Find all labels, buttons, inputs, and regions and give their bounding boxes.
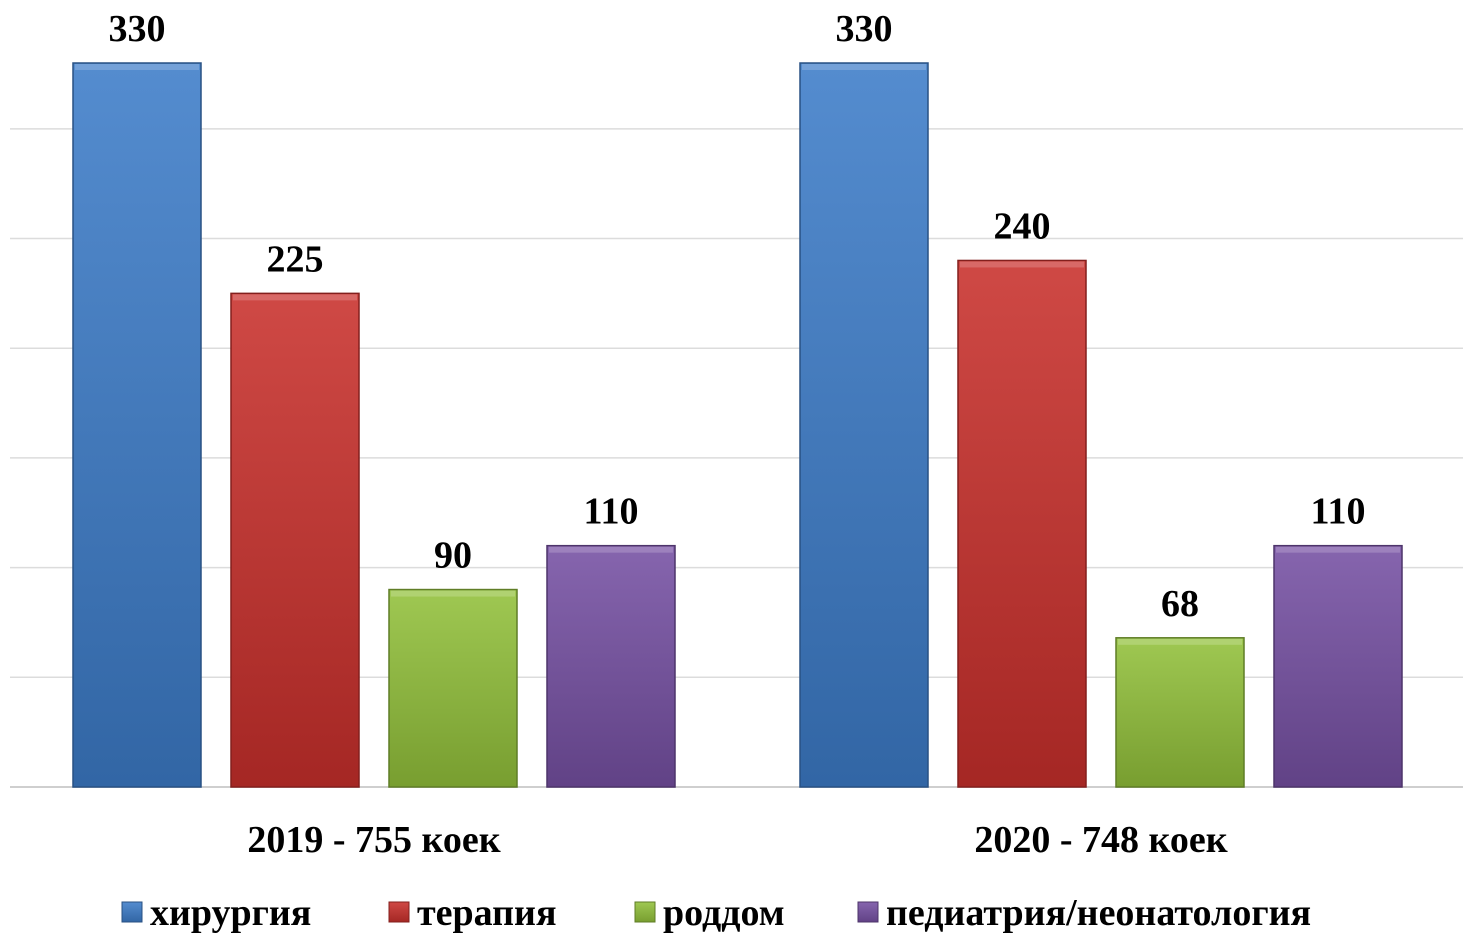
data-label-хирургия-1: 330 (109, 8, 166, 50)
bar-терапия-2 (957, 259, 1087, 788)
data-label-терапия-2: 240 (994, 205, 1051, 247)
legend-item-педиатрия-неонатология: педиатрия/неонатология (857, 892, 1311, 934)
data-label-терапия-1: 225 (267, 238, 324, 280)
data-label-роддом-1: 90 (434, 535, 472, 577)
category-label: 2020 - 748 коек (974, 819, 1227, 861)
legend-item-роддом: роддом (634, 892, 785, 934)
bar-хирургия-1 (72, 62, 202, 788)
data-label-роддом-2: 68 (1161, 583, 1199, 625)
bar-педиатрия-неонатология-1 (546, 544, 676, 788)
legend-label: педиатрия/неонатология (886, 892, 1311, 934)
bar-highlight (1276, 546, 1400, 553)
data-label-педиатрия-неонатология-1: 110 (584, 491, 639, 533)
bar-педиатрия-неонатология-2 (1273, 544, 1403, 788)
bars (72, 62, 1403, 788)
category-label: 2019 - 755 коек (247, 819, 500, 861)
data-label-педиатрия-неонатология-2: 110 (1311, 491, 1366, 533)
legend-label: терапия (417, 892, 557, 934)
bar-highlight (75, 64, 199, 70)
legend-item-терапия: терапия (388, 892, 557, 934)
legend-swatch (634, 901, 656, 923)
bar-highlight (233, 294, 357, 301)
bar-highlight (802, 64, 926, 70)
legend-swatch (857, 901, 879, 923)
bar-роддом-1 (388, 588, 518, 788)
bar-highlight (391, 590, 515, 597)
legend-label: роддом (663, 892, 785, 934)
bar-терапия-1 (230, 292, 360, 788)
legend-swatch (121, 901, 143, 923)
bar-highlight (549, 546, 673, 553)
legend-swatch (388, 901, 410, 923)
data-labels: 330 225 90 110 330 240 68 110 (109, 8, 1366, 625)
bar-роддом-2 (1115, 637, 1245, 788)
legend-label: хирургия (150, 892, 311, 934)
legend: хирургия терапия роддом педиатрия/неонатоло… (121, 892, 1311, 934)
category-labels: 2019 - 755 коек 2020 - 748 коек (247, 819, 1227, 861)
legend-item-хирургия: хирургия (121, 892, 311, 934)
bar-highlight (1118, 638, 1242, 645)
bar-highlight (960, 261, 1084, 268)
gridlines (10, 128, 1463, 788)
data-label-хирургия-2: 330 (836, 8, 893, 50)
bar-хирургия-2 (799, 62, 929, 788)
